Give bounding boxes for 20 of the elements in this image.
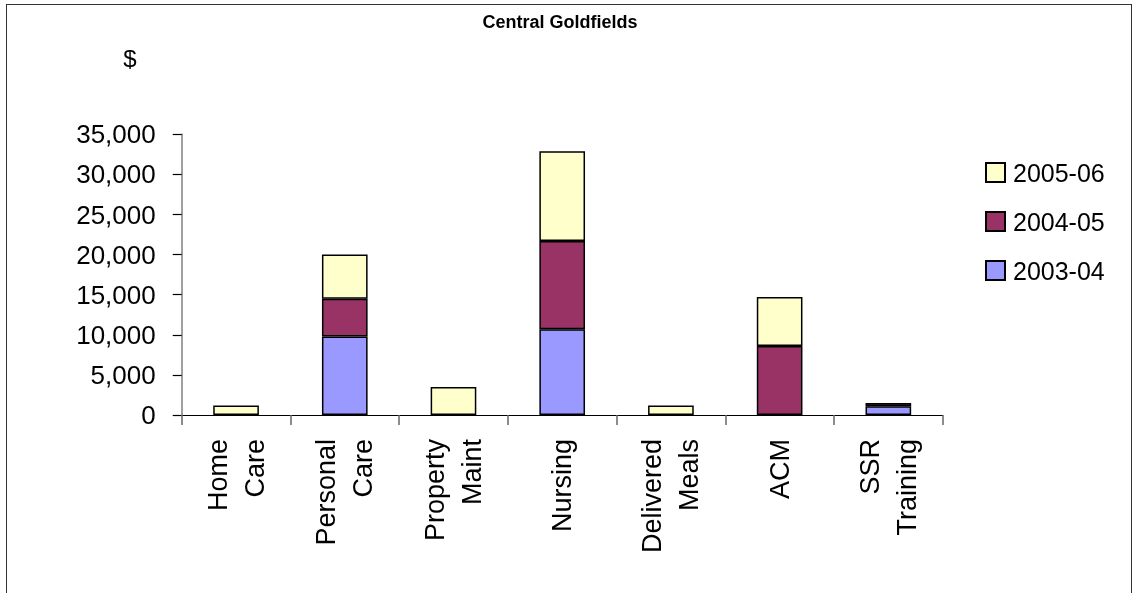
x-tick-label: Nursing xyxy=(547,439,578,533)
chart-title: Central Goldfields xyxy=(482,12,638,32)
y-tick-label: 0 xyxy=(141,400,156,430)
y-tick-label: 20,000 xyxy=(76,239,156,270)
x-tick-label: SSR Training xyxy=(854,439,922,536)
y-tick-label: 35,000 xyxy=(76,119,156,150)
x-tick-label: Property Maint xyxy=(419,438,487,542)
y-tick-label: 25,000 xyxy=(76,199,156,230)
y-axis-title: $ xyxy=(123,44,137,72)
legend-label: 2004-05 xyxy=(1013,207,1105,236)
y-tick-label: 15,000 xyxy=(76,279,156,310)
y-tick-label: 30,000 xyxy=(76,159,156,190)
y-tick-label: 5,000 xyxy=(90,359,156,390)
x-tick-label: ACM xyxy=(764,439,795,499)
legend-label: 2005-06 xyxy=(1013,158,1105,187)
legend-label: 2003-04 xyxy=(1013,256,1105,285)
x-tick-label: Personal Care xyxy=(311,439,379,546)
y-tick-label: 10,000 xyxy=(76,319,156,350)
x-tick-label: Home Care xyxy=(202,439,270,512)
x-tick-label: Delivered Meals xyxy=(637,439,705,554)
